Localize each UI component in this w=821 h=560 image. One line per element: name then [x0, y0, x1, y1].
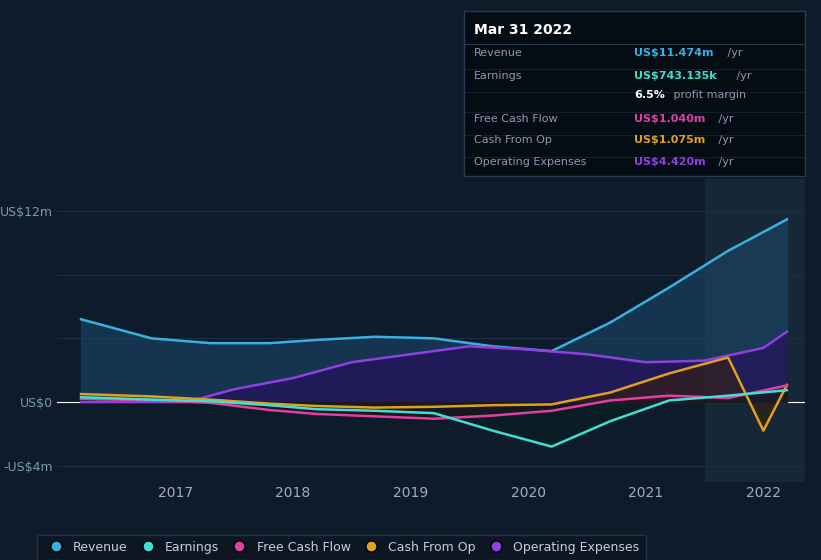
Bar — [704, 179, 805, 482]
Text: /yr: /yr — [724, 48, 743, 58]
Text: 6.5%: 6.5% — [635, 91, 665, 100]
Text: US$11.474m: US$11.474m — [635, 48, 713, 58]
Text: Revenue: Revenue — [474, 48, 523, 58]
Text: US$743.135k: US$743.135k — [635, 71, 717, 81]
Text: US$1.075m: US$1.075m — [635, 135, 705, 145]
Text: /yr: /yr — [715, 157, 734, 166]
Text: Earnings: Earnings — [474, 71, 523, 81]
Text: /yr: /yr — [733, 71, 752, 81]
Text: /yr: /yr — [715, 135, 734, 145]
Text: Operating Expenses: Operating Expenses — [474, 157, 586, 166]
Text: Cash From Op: Cash From Op — [474, 135, 552, 145]
Text: Mar 31 2022: Mar 31 2022 — [474, 23, 572, 37]
Text: /yr: /yr — [715, 114, 734, 124]
Text: profit margin: profit margin — [670, 91, 746, 100]
Text: US$1.040m: US$1.040m — [635, 114, 705, 124]
Text: US$4.420m: US$4.420m — [635, 157, 706, 166]
Legend: Revenue, Earnings, Free Cash Flow, Cash From Op, Operating Expenses: Revenue, Earnings, Free Cash Flow, Cash … — [37, 535, 646, 560]
Text: Free Cash Flow: Free Cash Flow — [474, 114, 557, 124]
